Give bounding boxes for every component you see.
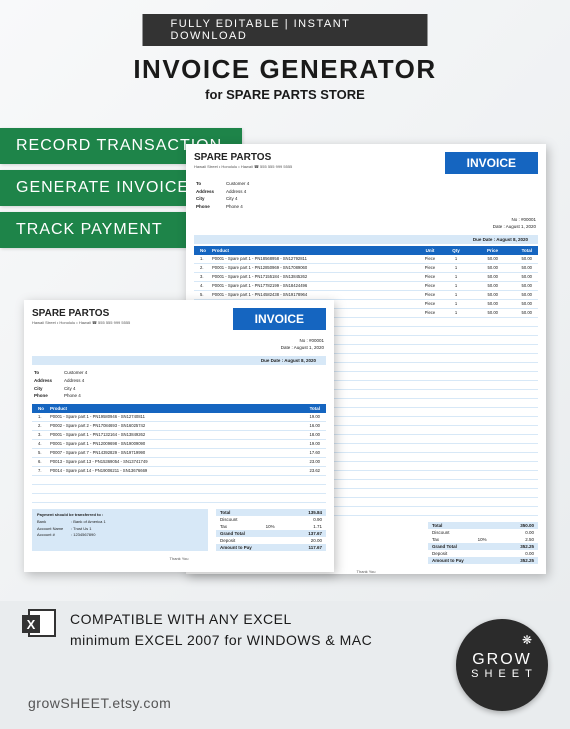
invoice-due: Due Date : August 8, 2020 (194, 235, 538, 244)
compat-line2: minimum EXCEL 2007 for WINDOWS & MAC (70, 630, 372, 651)
invoice-due: Due Date : August 8, 2020 (32, 356, 326, 365)
table-rows: 1.P0001 - Spare part 1 - PN19580946 - SN… (32, 413, 326, 476)
table-row: 5.P0007 - Spare part 7 - PN14392829 - SN… (32, 449, 326, 458)
excel-icon (28, 609, 56, 637)
flower-icon: ❋ (522, 633, 532, 647)
table-row: 7.P0014 - Spare part 14 - PN19006211 - S… (32, 467, 326, 476)
table-row: 3.P0001 - Spare part 1 - PN17155184 - SN… (194, 273, 538, 282)
logo-line1: GROW (472, 651, 532, 669)
top-banner: FULLY EDITABLE | INSTANT DOWNLOAD (143, 14, 428, 46)
company-address: Hawaii Street • Honolulu • Hawaii ☎ 555 … (32, 320, 130, 325)
title-sub: for SPARE PARTS STORE (0, 87, 570, 102)
table-row: 5.P0001 - Spare part 1 - PN14582438 - SN… (194, 291, 538, 300)
table-row: 1.P0001 - Spare part 1 - PN19580946 - SN… (32, 413, 326, 422)
invoice-to: ToCustomer 4 AddressAddress 4 CityCity 4… (24, 367, 334, 402)
totals-block: Total135.84 Discount0.90 Tax10%1.71 Gran… (216, 509, 326, 551)
table-row: 1.P0001 - Spare part 1 - PN18568958 - SN… (194, 255, 538, 264)
compatibility: COMPATIBLE WITH ANY EXCEL minimum EXCEL … (28, 609, 372, 651)
company-name: SPARE PARTOS (32, 308, 130, 319)
table-row: 4.P0001 - Spare part 1 - PN12009698 - SN… (32, 440, 326, 449)
invoice-to: ToCustomer 4 AddressAddress 4 CityCity 4… (186, 178, 546, 213)
totals-block: Total350.00 Discount0.00 Tax10%2.50 Gran… (428, 522, 538, 564)
invoice-meta: No : #00001 Date : August 1, 2020 (24, 334, 334, 354)
table-row: 2.P0002 - Spare part 2 - PN17084693 - SN… (32, 422, 326, 431)
invoice-tag: INVOICE (445, 152, 538, 174)
payment-info: Payment should be transferred to : Bank:… (32, 509, 208, 551)
table-head: No Product Total (32, 404, 326, 413)
table-row: 3.P0001 - Spare part 1 - PN17132164 - SN… (32, 431, 326, 440)
table-row: 6.P0013 - Spare part 13 - PN15369054 - S… (32, 458, 326, 467)
table-row: 2.P0001 - Spare part 1 - PN12850969 - SN… (194, 264, 538, 273)
compat-line1: COMPATIBLE WITH ANY EXCEL (70, 609, 372, 630)
title-main: INVOICE GENERATOR (0, 54, 570, 85)
shop-link: growSHEET.etsy.com (28, 695, 171, 711)
table-row: 4.P0001 - Spare part 1 - PN17782199 - SN… (194, 282, 538, 291)
logo-badge: ❋ GROW SHEET (456, 619, 548, 711)
logo-line2: SHEET (466, 668, 538, 680)
table-head: No Product Unit Qty Price Total (194, 246, 538, 255)
title-block: INVOICE GENERATOR for SPARE PARTS STORE (0, 54, 570, 102)
invoice-meta: No : #00001 Date : August 1, 2020 (186, 213, 546, 233)
invoice-tag: INVOICE (233, 308, 326, 330)
invoice-front: SPARE PARTOS Hawaii Street • Honolulu • … (24, 300, 334, 572)
company-name: SPARE PARTOS (194, 152, 292, 163)
company-address: Hawaii Street • Honolulu • Hawaii ☎ 555 … (194, 164, 292, 169)
thank-you: Thank You (24, 556, 334, 561)
